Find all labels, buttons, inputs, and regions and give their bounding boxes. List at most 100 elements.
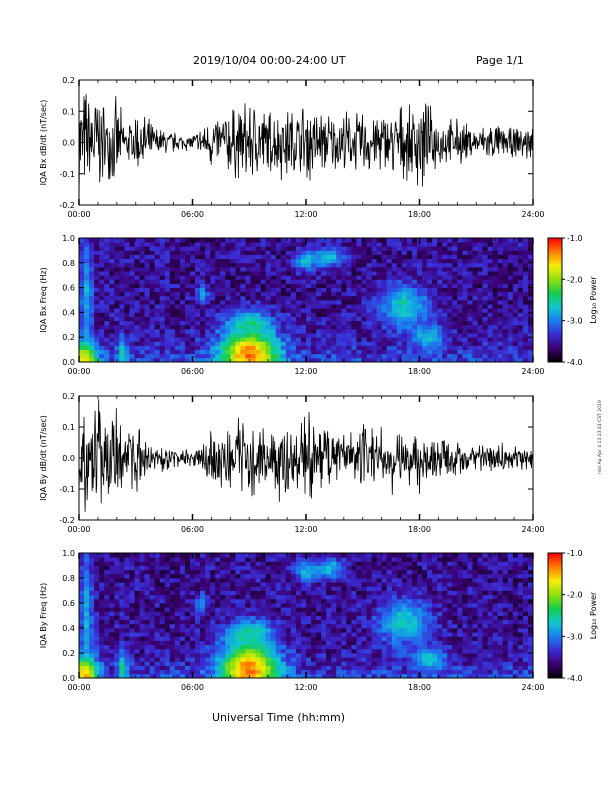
heatmap-cell bbox=[381, 640, 388, 646]
heatmap-cell bbox=[336, 291, 342, 297]
heatmap-cell bbox=[225, 258, 231, 264]
heatmap-cell bbox=[336, 607, 342, 612]
heatmap-cell bbox=[427, 324, 433, 330]
heatmap-cell bbox=[129, 590, 135, 596]
heatmap-cell bbox=[210, 561, 216, 566]
heatmap-cell bbox=[280, 582, 287, 587]
heatmap-cell bbox=[527, 324, 534, 330]
heatmap-cell bbox=[179, 291, 186, 297]
heatmap-cell bbox=[391, 657, 398, 662]
heatmap-cell bbox=[507, 271, 514, 276]
heatmap-cell bbox=[235, 648, 241, 654]
heatmap-cell bbox=[104, 291, 110, 297]
heatmap-cell bbox=[200, 328, 206, 334]
heatmap-cell bbox=[265, 603, 272, 608]
heatmap-cell bbox=[215, 557, 221, 562]
heatmap-cell bbox=[280, 262, 287, 268]
colorbar-band bbox=[548, 323, 562, 327]
heatmap-cell bbox=[255, 262, 261, 268]
heatmap-cell bbox=[416, 271, 423, 276]
heatmap-cell bbox=[99, 353, 105, 359]
heatmap-cell bbox=[311, 283, 317, 288]
heatmap-cell bbox=[89, 262, 95, 268]
heatmap-cell bbox=[109, 316, 115, 322]
heatmap-cell bbox=[270, 291, 277, 297]
heatmap-cell bbox=[174, 565, 181, 571]
heatmap-cell bbox=[406, 242, 413, 247]
heatmap-cell bbox=[245, 246, 251, 251]
heatmap-cell bbox=[230, 279, 236, 284]
heatmap-cell bbox=[84, 242, 90, 247]
heatmap-cell bbox=[109, 291, 115, 297]
heatmap-cell bbox=[351, 242, 357, 247]
heatmap-cell bbox=[386, 628, 393, 633]
heatmap-cell bbox=[447, 345, 453, 350]
heatmap-cell bbox=[164, 640, 171, 646]
heatmap-cell bbox=[124, 242, 130, 247]
heatmap-cell bbox=[497, 333, 504, 338]
heatmap-cell bbox=[225, 283, 231, 288]
heatmap-cell bbox=[225, 619, 231, 625]
heatmap-cell bbox=[245, 345, 251, 350]
heatmap-cell bbox=[144, 665, 151, 671]
heatmap-cell bbox=[119, 648, 125, 654]
heatmap-cell bbox=[99, 250, 105, 255]
heatmap-cell bbox=[230, 644, 236, 650]
heatmap-cell bbox=[195, 328, 201, 334]
heatmap-cell bbox=[99, 324, 105, 330]
heatmap-cell bbox=[189, 657, 196, 662]
heatmap-cell bbox=[336, 619, 342, 625]
heatmap-cell bbox=[346, 628, 352, 633]
heatmap-cell bbox=[84, 569, 90, 575]
heatmap-cell bbox=[114, 328, 120, 334]
heatmap-cell bbox=[346, 283, 352, 288]
heatmap-cell bbox=[422, 266, 428, 272]
heatmap-cell bbox=[341, 353, 347, 359]
heatmap-cell bbox=[452, 341, 458, 346]
heatmap-cell bbox=[381, 561, 388, 566]
heatmap-cell bbox=[366, 266, 372, 272]
heatmap-cell bbox=[371, 582, 378, 587]
heatmap-cell bbox=[240, 271, 246, 276]
heatmap-cell bbox=[200, 258, 206, 264]
heatmap-cell bbox=[235, 611, 241, 616]
heatmap-cell bbox=[331, 648, 337, 654]
heatmap-cell bbox=[376, 644, 383, 650]
heatmap-cell bbox=[114, 615, 120, 621]
heatmap-cell bbox=[215, 283, 221, 288]
heatmap-cell bbox=[336, 673, 342, 679]
colorbar-tick-label: -4.0 bbox=[567, 358, 583, 367]
heatmap-cell bbox=[250, 611, 256, 616]
heatmap-cell bbox=[366, 238, 372, 243]
heatmap-cell bbox=[290, 665, 297, 671]
heatmap-cell bbox=[169, 628, 176, 633]
heatmap-cell bbox=[321, 603, 327, 608]
heatmap-cell bbox=[215, 295, 221, 301]
heatmap-cell bbox=[401, 300, 408, 305]
heatmap-cell bbox=[114, 279, 120, 284]
heatmap-cell bbox=[326, 623, 332, 629]
heatmap-cell bbox=[260, 271, 267, 276]
heatmap-cell bbox=[336, 275, 342, 280]
heatmap-cell bbox=[467, 304, 473, 309]
heatmap-cell bbox=[139, 673, 145, 679]
heatmap-cell bbox=[220, 333, 226, 338]
heatmap-cell bbox=[517, 295, 524, 301]
heatmap-cell bbox=[220, 287, 226, 293]
heatmap-cell bbox=[285, 250, 292, 255]
heatmap-cell bbox=[371, 283, 378, 288]
heatmap-cell bbox=[507, 349, 514, 355]
heatmap-cell bbox=[295, 573, 302, 579]
heatmap-cell bbox=[139, 308, 145, 313]
heatmap-cell bbox=[401, 316, 408, 322]
heatmap-cell bbox=[260, 661, 267, 666]
heatmap-cell bbox=[245, 553, 251, 558]
heatmap-cell bbox=[149, 328, 156, 334]
heatmap-cell bbox=[225, 353, 231, 359]
heatmap-cell bbox=[159, 341, 166, 346]
heatmap-cell bbox=[336, 312, 342, 317]
heatmap-cell bbox=[427, 279, 433, 284]
heatmap-cell bbox=[119, 619, 125, 625]
heatmap-cell bbox=[346, 594, 352, 600]
heatmap-cell bbox=[346, 569, 352, 575]
